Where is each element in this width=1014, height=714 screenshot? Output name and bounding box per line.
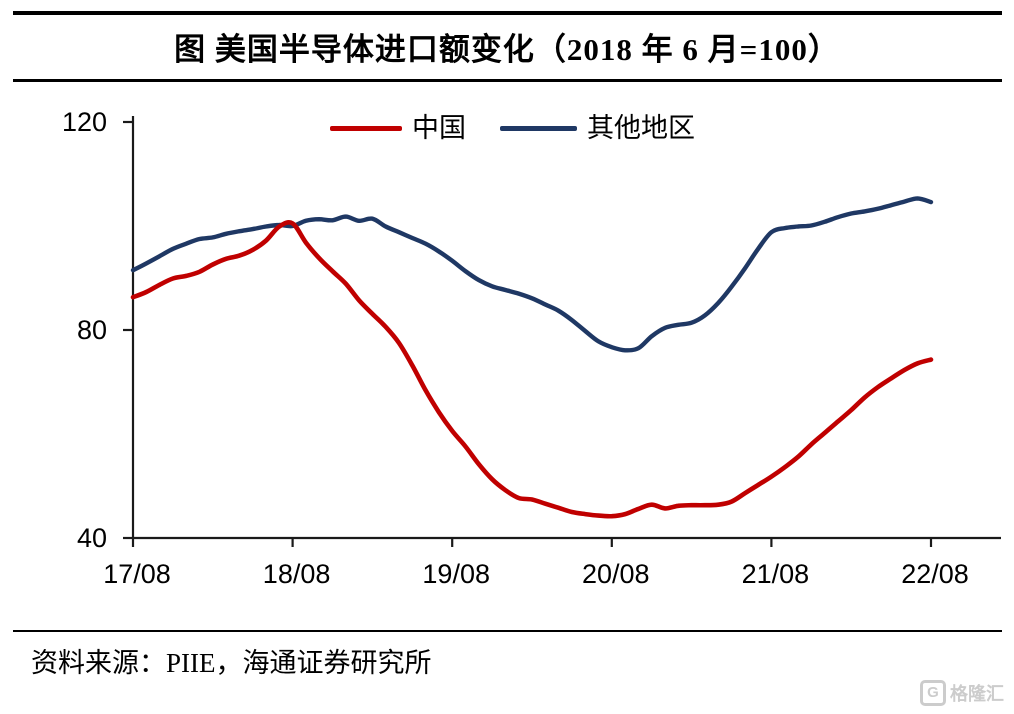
watermark-logo-icon: G: [920, 680, 946, 706]
header-bottom-rule: [13, 79, 1002, 82]
x-tick-label: 19/08: [422, 559, 490, 589]
series-line-other: [130, 196, 934, 353]
x-tick-label: 21/08: [742, 559, 810, 589]
y-tick-label: 120: [62, 107, 107, 137]
header-top-rule: [13, 11, 1002, 15]
y-tick-label: 40: [77, 523, 107, 553]
legend-label-china: 中国: [412, 113, 466, 143]
chart-legend: 中国 其他地区: [330, 113, 695, 143]
x-tick-label: 22/08: [901, 559, 969, 589]
watermark: G 格隆汇: [920, 680, 1004, 706]
x-tick-label: 17/08: [103, 559, 171, 589]
footer-rule: [13, 630, 1002, 632]
source-note: 资料来源：PIIE，海通证券研究所: [31, 648, 432, 678]
series-line-china: [130, 220, 934, 519]
legend-line-china: [330, 125, 402, 131]
legend-line-other: [500, 125, 577, 131]
y-tick-label: 80: [77, 315, 107, 345]
legend-label-other: 其他地区: [587, 113, 695, 143]
chart-title: 图 美国半导体进口额变化（2018 年 6 月=100）: [174, 32, 840, 67]
x-tick-label: 20/08: [582, 559, 650, 589]
x-tick-label: 18/08: [263, 559, 331, 589]
watermark-logo-text: 格隆汇: [950, 684, 1004, 704]
